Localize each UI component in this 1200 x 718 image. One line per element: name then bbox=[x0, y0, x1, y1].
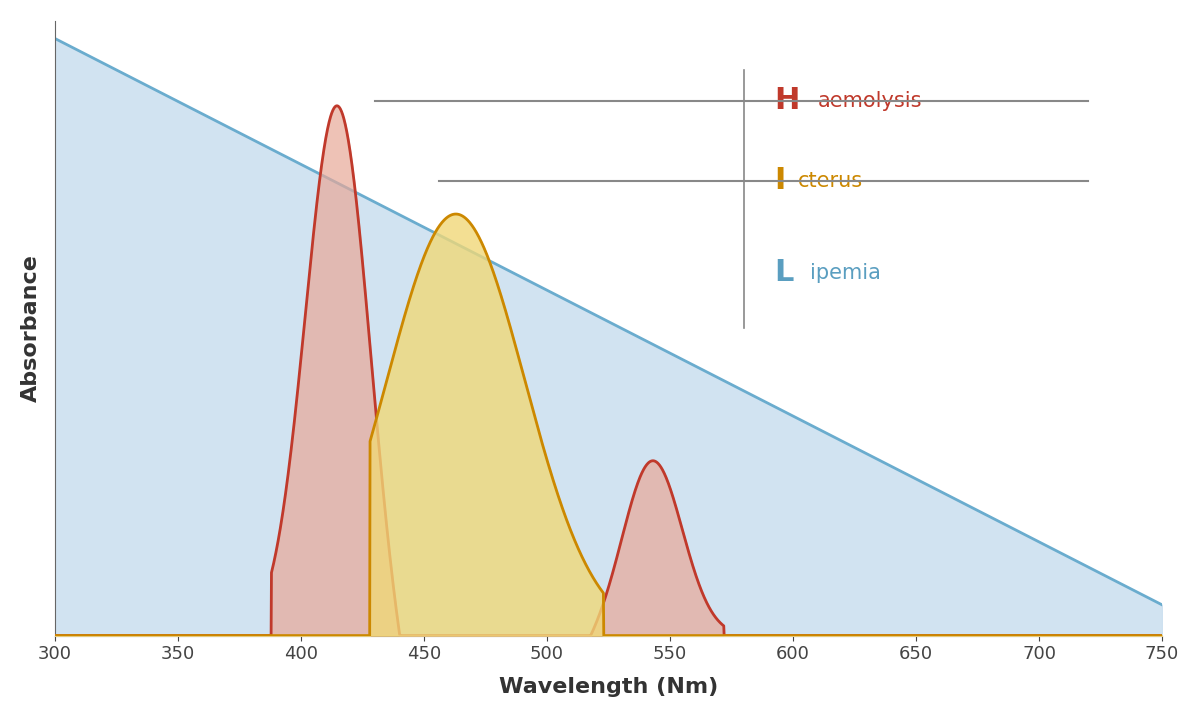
Text: H: H bbox=[774, 86, 799, 116]
Y-axis label: Absorbance: Absorbance bbox=[20, 254, 41, 402]
Text: cterus: cterus bbox=[798, 171, 863, 191]
Text: I: I bbox=[774, 166, 785, 195]
X-axis label: Wavelength (Nm): Wavelength (Nm) bbox=[499, 677, 718, 697]
Text: aemolysis: aemolysis bbox=[818, 90, 923, 111]
Text: ipemia: ipemia bbox=[810, 263, 881, 283]
Text: L: L bbox=[774, 258, 793, 287]
